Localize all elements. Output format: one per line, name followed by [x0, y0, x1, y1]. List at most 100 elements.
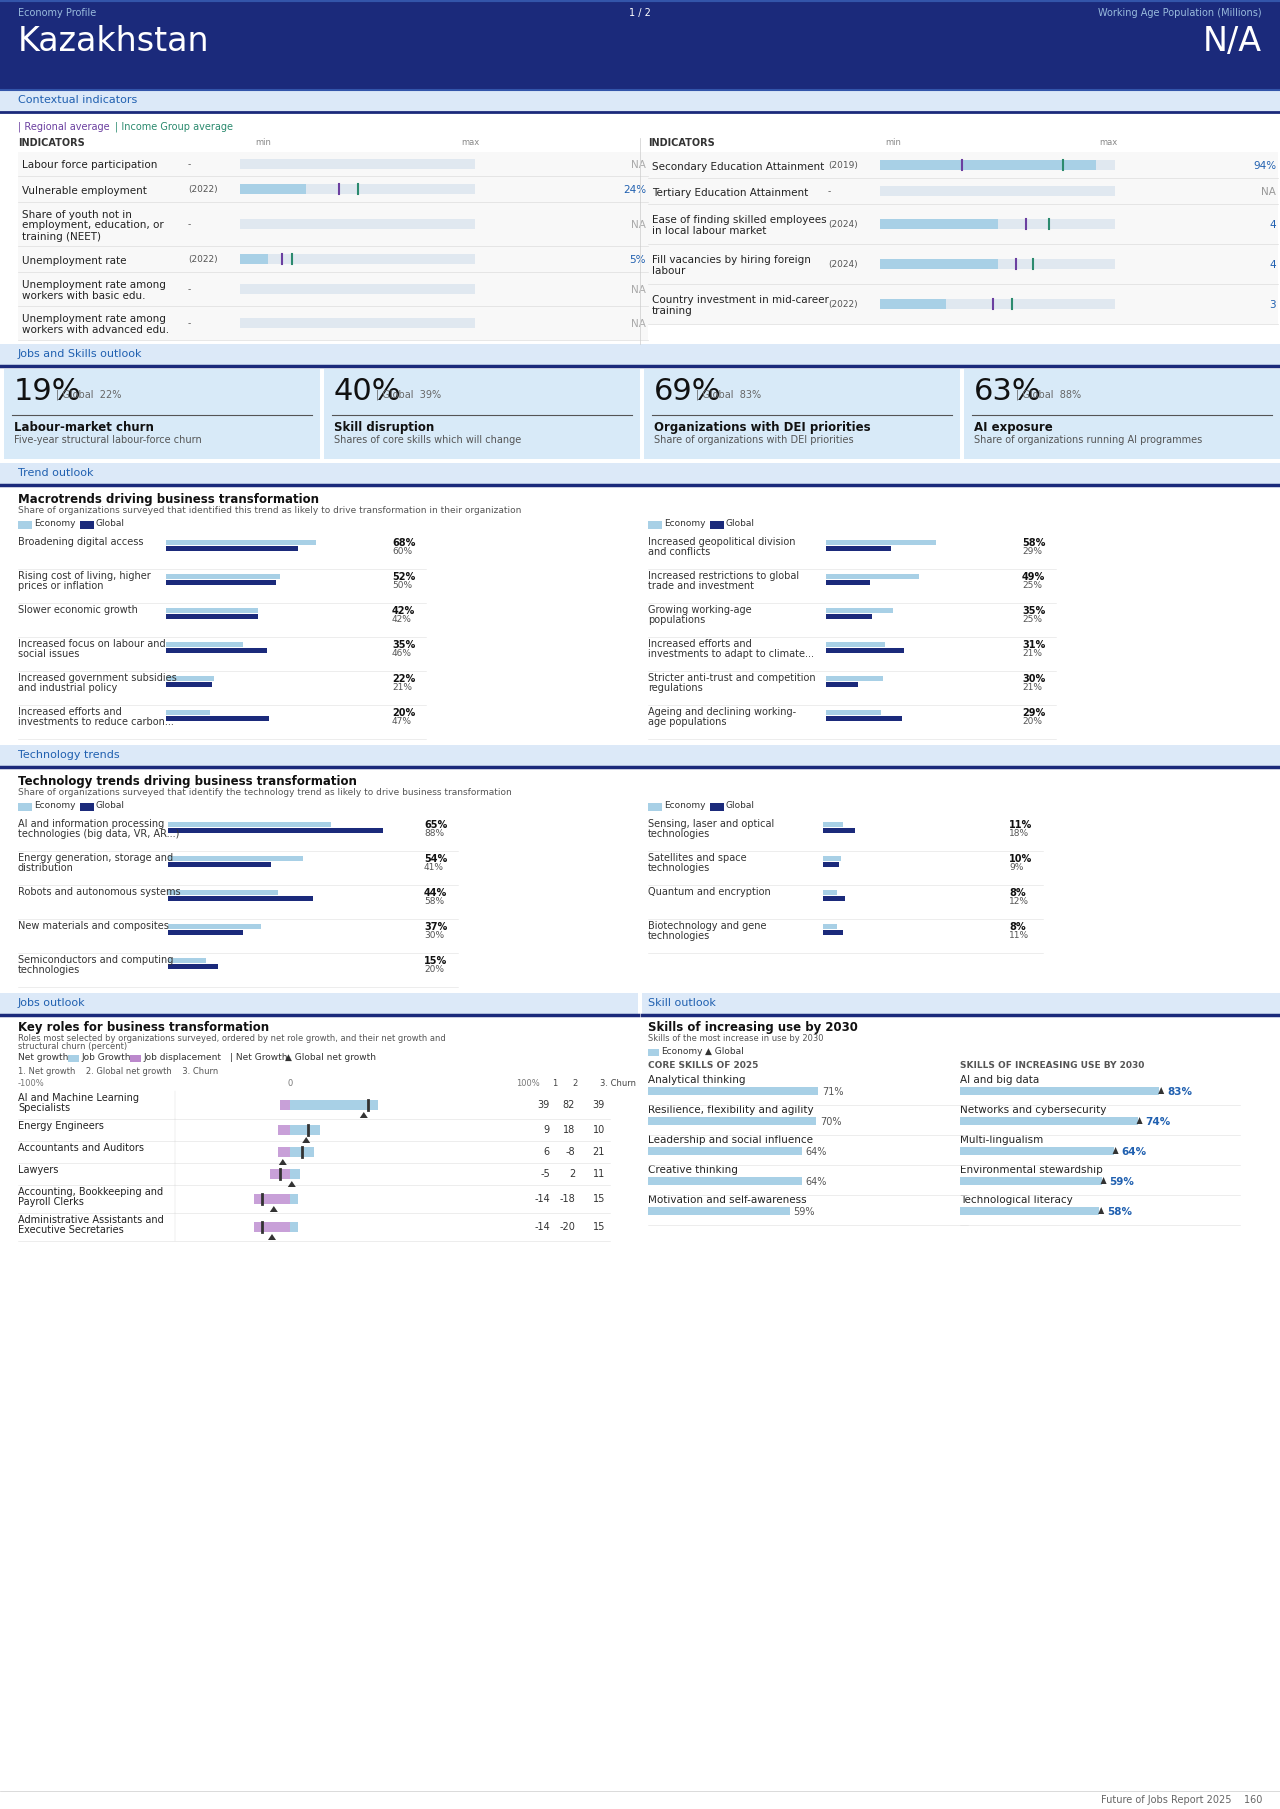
Bar: [960, 1147, 1114, 1154]
Bar: [253, 1194, 291, 1205]
Text: 11%: 11%: [1009, 932, 1029, 941]
Text: Networks and cybersecurity: Networks and cybersecurity: [960, 1105, 1106, 1114]
Text: (2022): (2022): [188, 185, 218, 194]
Polygon shape: [279, 1160, 287, 1165]
Text: Broadening digital access: Broadening digital access: [18, 537, 143, 546]
Polygon shape: [270, 1207, 278, 1212]
Text: AI and big data: AI and big data: [960, 1075, 1039, 1085]
Text: Future of Jobs Report 2025    160: Future of Jobs Report 2025 160: [1101, 1795, 1262, 1805]
Text: 9%: 9%: [1009, 863, 1024, 872]
Bar: [166, 709, 210, 715]
Text: -5: -5: [540, 1169, 550, 1179]
Text: -14: -14: [534, 1194, 550, 1205]
Bar: [823, 890, 837, 895]
Bar: [823, 829, 855, 832]
Bar: [0, 993, 637, 1015]
Text: 20%: 20%: [424, 964, 444, 973]
Text: max: max: [1100, 137, 1117, 147]
Bar: [166, 648, 268, 653]
Bar: [826, 581, 869, 584]
Text: 58%: 58%: [1107, 1207, 1133, 1217]
Bar: [168, 930, 243, 935]
Text: NA: NA: [631, 318, 646, 329]
Text: min: min: [255, 137, 271, 147]
Text: age populations: age populations: [648, 716, 727, 727]
Bar: [168, 890, 278, 895]
Text: workers with advanced edu.: workers with advanced edu.: [22, 326, 169, 335]
Text: employment, education, or: employment, education, or: [22, 221, 164, 230]
Text: 69%: 69%: [654, 376, 722, 405]
Text: Increased restrictions to global: Increased restrictions to global: [648, 572, 799, 581]
Text: Share of organizations running AI programmes: Share of organizations running AI progra…: [974, 434, 1202, 445]
Bar: [168, 895, 314, 901]
Text: Job displacement: Job displacement: [143, 1053, 221, 1062]
Text: max: max: [462, 137, 480, 147]
Text: workers with basic edu.: workers with basic edu.: [22, 291, 146, 300]
Text: Accountants and Auditors: Accountants and Auditors: [18, 1143, 143, 1152]
Text: Key roles for business transformation: Key roles for business transformation: [18, 1020, 269, 1035]
Text: 54%: 54%: [424, 854, 447, 865]
Text: 2: 2: [572, 1078, 577, 1087]
Text: Shares of core skills which will change: Shares of core skills which will change: [334, 434, 521, 445]
Text: AI and information processing: AI and information processing: [18, 819, 164, 829]
Text: Technological literacy: Technological literacy: [960, 1196, 1073, 1205]
Bar: [270, 1169, 291, 1179]
Text: 22%: 22%: [392, 675, 415, 684]
Text: INDICATORS: INDICATORS: [648, 137, 714, 148]
Text: 15%: 15%: [424, 955, 447, 966]
Text: 11%: 11%: [1009, 819, 1032, 830]
Text: 29%: 29%: [1021, 546, 1042, 555]
Bar: [166, 642, 243, 648]
Text: 41%: 41%: [424, 863, 444, 872]
Text: Increased focus on labour and: Increased focus on labour and: [18, 639, 165, 649]
Text: 94%: 94%: [1253, 161, 1276, 172]
Text: Jobs outlook: Jobs outlook: [18, 999, 86, 1008]
Text: 24%: 24%: [623, 185, 646, 195]
Text: 15: 15: [593, 1223, 605, 1232]
Text: 58%: 58%: [424, 897, 444, 906]
Text: training: training: [652, 306, 692, 317]
Text: -: -: [188, 286, 191, 295]
Text: 4: 4: [1270, 221, 1276, 230]
Text: Biotechnology and gene: Biotechnology and gene: [648, 921, 767, 932]
Bar: [826, 642, 884, 648]
Text: Ageing and declining working-: Ageing and declining working-: [648, 707, 796, 716]
Bar: [881, 159, 1096, 170]
Bar: [18, 175, 648, 203]
Text: Resilience, flexibility and agility: Resilience, flexibility and agility: [648, 1105, 814, 1114]
Text: 10%: 10%: [1009, 854, 1032, 865]
Polygon shape: [302, 1138, 310, 1143]
Bar: [253, 1223, 291, 1232]
Text: 44%: 44%: [424, 888, 447, 897]
Bar: [291, 1147, 314, 1158]
Text: Unemployment rate: Unemployment rate: [22, 255, 127, 266]
Text: min: min: [884, 137, 901, 147]
Text: 9: 9: [544, 1125, 550, 1134]
Text: -100%: -100%: [18, 1078, 45, 1087]
Text: Contextual indicators: Contextual indicators: [18, 96, 137, 105]
Text: Economy: Economy: [35, 519, 76, 528]
Text: 39: 39: [538, 1100, 550, 1111]
Bar: [168, 964, 218, 970]
Text: Increased efforts and: Increased efforts and: [648, 639, 751, 649]
Text: Labour-market churn: Labour-market churn: [14, 421, 154, 434]
Bar: [826, 541, 936, 545]
Text: Increased geopolitical division: Increased geopolitical division: [648, 537, 795, 546]
Polygon shape: [268, 1234, 276, 1239]
Bar: [648, 1207, 790, 1216]
Text: 21%: 21%: [1021, 684, 1042, 693]
Text: Motivation and self-awareness: Motivation and self-awareness: [648, 1196, 806, 1205]
Text: Job Growth: Job Growth: [81, 1053, 131, 1062]
Bar: [823, 924, 837, 930]
Bar: [280, 1100, 291, 1111]
Text: 21%: 21%: [392, 684, 412, 693]
Text: Organizations with DEI priorities: Organizations with DEI priorities: [654, 421, 870, 434]
Text: 74%: 74%: [1146, 1116, 1171, 1127]
Bar: [826, 573, 919, 579]
Text: 18: 18: [563, 1125, 575, 1134]
Text: 11: 11: [593, 1169, 605, 1179]
Bar: [823, 863, 840, 867]
Bar: [18, 306, 648, 340]
Text: Analytical thinking: Analytical thinking: [648, 1075, 745, 1085]
Polygon shape: [1101, 1178, 1107, 1185]
